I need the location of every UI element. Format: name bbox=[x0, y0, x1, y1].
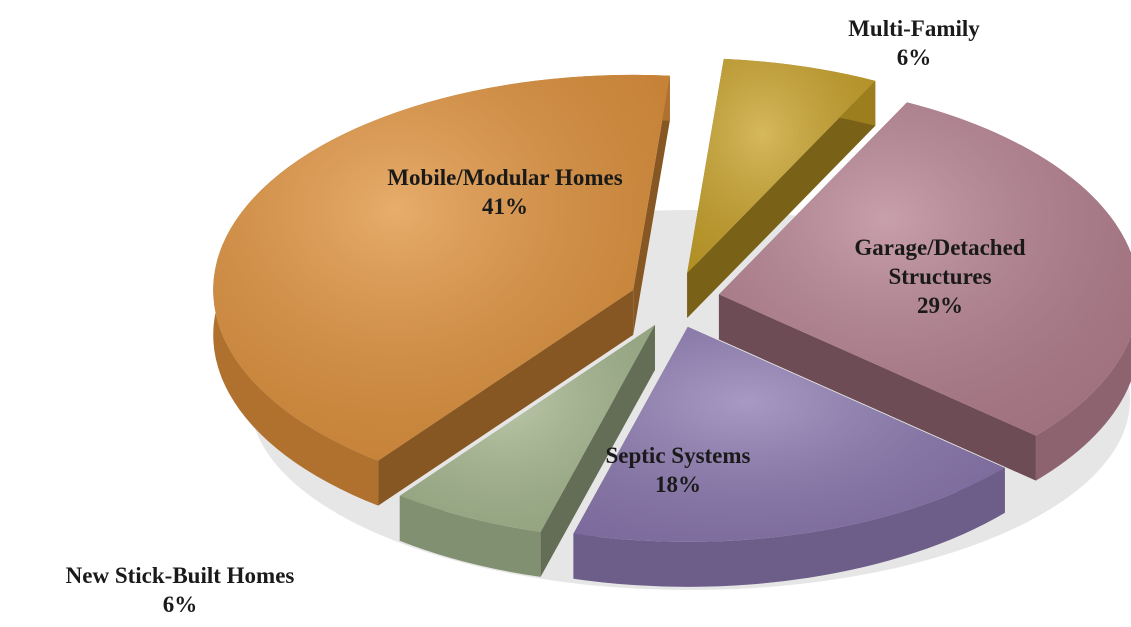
category-label: Septic Systems bbox=[605, 443, 751, 468]
slice-side bbox=[573, 467, 1005, 587]
category-label: New Stick-Built Homes bbox=[65, 563, 295, 588]
slice-gloss bbox=[718, 102, 1131, 436]
slice-label: Multi-Family 6% bbox=[814, 14, 1014, 72]
value-label: 18% bbox=[655, 472, 701, 497]
slice-edge bbox=[378, 289, 634, 506]
value-label: 6% bbox=[896, 45, 932, 70]
slice-edge bbox=[633, 75, 670, 335]
category-label: Garage/Detached Structures bbox=[854, 235, 1026, 289]
slice-edge bbox=[687, 80, 876, 319]
slice-label: Mobile/Modular Homes 41% bbox=[385, 163, 625, 221]
slice-side bbox=[399, 495, 541, 577]
slice-label: New Stick-Built Homes 6% bbox=[10, 561, 350, 619]
category-label: Mobile/Modular Homes bbox=[387, 165, 623, 190]
slice-edge bbox=[718, 294, 1036, 481]
slice-label: Garage/Detached Structures 29% bbox=[825, 233, 1055, 320]
slice-label: Septic Systems 18% bbox=[548, 441, 808, 499]
category-label: Multi-Family bbox=[848, 16, 980, 41]
value-label: 29% bbox=[917, 293, 963, 318]
slice-gloss bbox=[573, 326, 1005, 542]
slice-gloss bbox=[213, 74, 670, 461]
value-label: 41% bbox=[482, 194, 528, 219]
value-label: 6% bbox=[162, 592, 198, 617]
slice-gloss bbox=[399, 325, 655, 532]
slice-gloss bbox=[687, 58, 876, 274]
